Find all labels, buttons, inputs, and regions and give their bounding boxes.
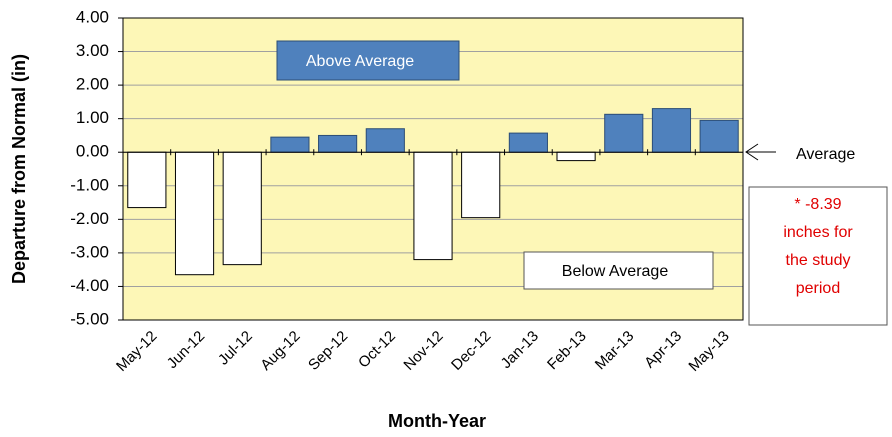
y-axis-title: Departure from Normal (in) (9, 54, 29, 284)
bar (365, 128, 405, 153)
x-tick-label: Jan-13 (498, 328, 542, 372)
bar (508, 132, 548, 153)
x-tick-label: Oct-12 (355, 328, 399, 372)
y-tick-label: 0.00 (76, 142, 109, 161)
y-tick-label: -5.00 (70, 309, 109, 328)
bar (318, 134, 358, 153)
x-tick-label: Dec-12 (448, 328, 494, 374)
x-tick-label: Jun-12 (164, 328, 208, 372)
bar (127, 151, 167, 209)
x-tick-label: Sep-12 (305, 328, 351, 374)
below-label: Below Average (562, 263, 669, 280)
bar (604, 113, 644, 153)
average-label: Average (796, 146, 855, 163)
y-tick-label: -2.00 (70, 209, 109, 228)
y-tick-label: -3.00 (70, 242, 109, 261)
plot-border (122, 17, 744, 321)
x-tick-label: Mar-13 (592, 328, 638, 374)
average-arrowhead (745, 143, 759, 161)
bar (699, 119, 739, 153)
bar (270, 136, 310, 153)
x-axis-title: Month-Year (388, 411, 486, 431)
note-box (748, 186, 888, 326)
note-line: period (796, 280, 840, 297)
bar (461, 151, 501, 219)
above-label: Above Average (306, 53, 414, 70)
y-tick-label: 4.00 (76, 7, 109, 26)
above-box (276, 40, 460, 81)
x-tick-label: May-13 (685, 328, 732, 375)
y-tick-label: 3.00 (76, 41, 109, 60)
x-tick-label: May-12 (113, 328, 160, 375)
x-tick-label: Nov-12 (400, 328, 446, 374)
below-box (523, 251, 714, 290)
bar (222, 151, 262, 266)
x-tick-label: Feb-13 (544, 328, 590, 374)
note-line: * -8.39 (794, 196, 841, 213)
bar (556, 151, 596, 162)
y-tick-label: -1.00 (70, 175, 109, 194)
y-tick-label: -4.00 (70, 276, 109, 295)
x-tick-label: Aug-12 (257, 328, 303, 374)
bar (174, 151, 215, 276)
bar (651, 108, 692, 153)
note-line: the study (786, 252, 851, 269)
x-tick-label: Apr-13 (641, 328, 685, 372)
bar (413, 151, 453, 261)
note-line: inches for (783, 224, 853, 241)
y-tick-label: 1.00 (76, 108, 109, 127)
y-tick-label: 2.00 (76, 75, 109, 94)
x-tick-label: Jul-12 (215, 328, 256, 369)
